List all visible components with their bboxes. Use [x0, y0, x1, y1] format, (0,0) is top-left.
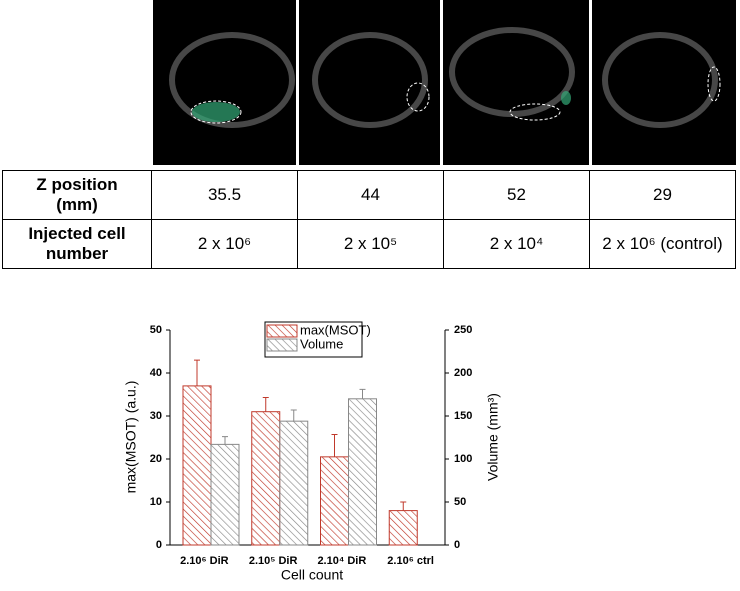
bar — [210, 443, 240, 546]
x-axis-title: Cell count — [281, 567, 343, 583]
bar — [182, 385, 212, 546]
cell: 2 x 10⁵ — [297, 219, 444, 269]
y-axis-title: max(MSOT) (a.u.) — [123, 381, 139, 494]
legend-label: max(MSOT) — [300, 322, 371, 337]
cell: 2 x 10⁴ — [443, 219, 590, 269]
legend-label: Volume — [300, 336, 343, 351]
y-tick-label: 50 — [150, 324, 162, 336]
y2-axis-title: Volume (mm³) — [485, 393, 501, 481]
bar — [251, 411, 281, 546]
scan-images — [153, 0, 736, 165]
y2-tick-label: 100 — [454, 453, 472, 465]
y-tick-label: 20 — [150, 453, 162, 465]
y-tick-label: 40 — [150, 367, 162, 379]
y2-tick-label: 200 — [454, 367, 472, 379]
bar — [320, 456, 349, 546]
bar — [279, 420, 309, 546]
error-bar — [222, 436, 228, 445]
legend-box — [264, 321, 363, 358]
y2-tick-label: 0 — [454, 539, 460, 551]
error-bar — [290, 409, 297, 422]
x-tick-label: 2.10⁵ DiR — [249, 555, 298, 567]
row-header: Injected cell number — [2, 219, 152, 269]
legend-swatch — [266, 338, 298, 352]
cell: 2 x 10⁶ — [151, 219, 298, 269]
x-tick-label: 2.10⁴ DiR — [317, 555, 366, 567]
y-tick-label: 30 — [150, 410, 162, 422]
error-bar — [262, 397, 269, 412]
error-bar — [400, 501, 407, 511]
y-tick-label: 10 — [150, 496, 162, 508]
cell: 2 x 10⁶ (control) — [589, 219, 736, 269]
bar — [388, 510, 418, 546]
y2-tick-label: 150 — [454, 410, 472, 422]
bar — [348, 398, 377, 546]
y2-tick-label: 50 — [454, 496, 466, 508]
y2-tick-label: 250 — [454, 324, 472, 336]
x-tick-label: 2.10⁶ DiR — [180, 555, 229, 567]
y-tick-label: 0 — [156, 539, 162, 551]
chart: Cell count max(MSOT) (a.u.) Volume (mm³)… — [123, 321, 501, 583]
cell: 44 — [297, 170, 444, 220]
image-strip — [153, 0, 736, 165]
cell: 29 — [589, 170, 736, 220]
error-bar — [331, 433, 338, 457]
error-bar — [194, 359, 200, 386]
row-header: Z position (mm) — [2, 170, 152, 220]
x-tick-label: 2.10⁶ ctrl — [387, 555, 434, 567]
info-table: Z position (mm) 35.5 44 52 29 Injected c… — [2, 170, 736, 269]
cell: 52 — [443, 170, 590, 220]
legend-swatch — [266, 324, 298, 338]
cell: 35.5 — [151, 170, 298, 220]
error-bar — [359, 388, 366, 399]
